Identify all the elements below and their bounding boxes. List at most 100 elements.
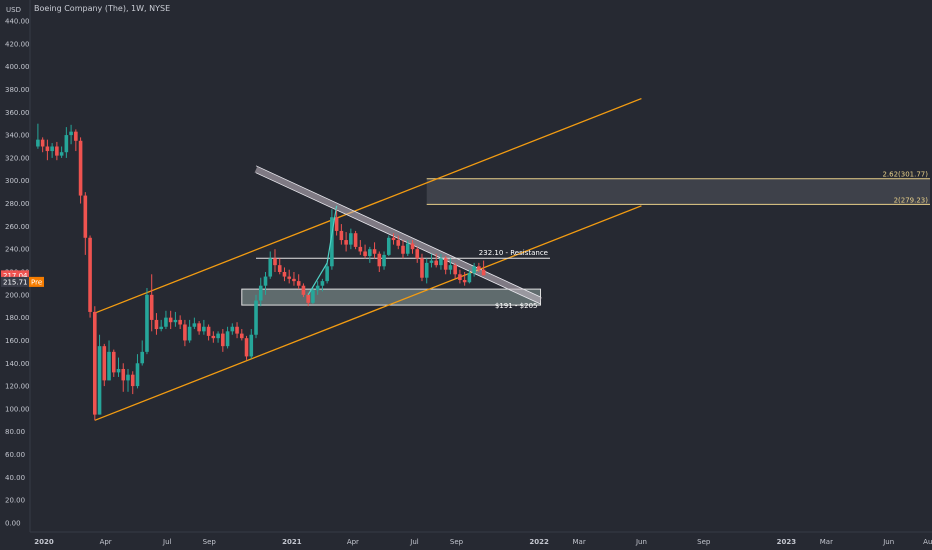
candle-body	[420, 258, 424, 278]
candle-body	[382, 254, 386, 267]
candle-body	[126, 374, 130, 381]
x-tick-label: 2022	[529, 538, 549, 546]
x-tick-label: Jun	[635, 538, 647, 546]
y-tick-label: 440.00	[5, 18, 30, 26]
candle-body	[277, 265, 282, 272]
resistance-label: 232.10 - Resistance	[479, 249, 548, 257]
y-tick-label: 40.00	[5, 474, 25, 482]
candle-body	[448, 265, 453, 270]
candle-body	[334, 217, 339, 231]
candle-body	[69, 131, 73, 136]
y-tick-label: 320.00	[5, 154, 30, 162]
candle-body	[202, 326, 206, 332]
pre-tag-badge	[29, 276, 44, 287]
candle-body	[159, 326, 163, 330]
candle-body	[258, 285, 263, 301]
candle-body	[74, 131, 78, 141]
candle-body	[50, 146, 54, 152]
candle-body	[221, 333, 225, 347]
candle-body	[301, 285, 306, 295]
candle-body	[405, 243, 410, 254]
candle-body	[462, 279, 467, 283]
y-tick-label: 20.00	[5, 497, 25, 505]
y-tick-label: 200.00	[5, 291, 30, 299]
y-tick-label: 380.00	[5, 86, 30, 94]
projection-line	[307, 205, 338, 296]
support-zone-label: $191 - $205	[495, 302, 538, 310]
y-tick-label: 180.00	[5, 314, 30, 322]
x-tick-label: Sep	[697, 538, 711, 546]
candle-body	[168, 317, 173, 323]
candle-body	[443, 258, 448, 270]
wedge-trendline-edge-top	[255, 165, 541, 298]
candle-body	[268, 258, 273, 277]
x-tick-label: 2020	[34, 538, 54, 546]
candle-body	[55, 146, 59, 156]
candle-body	[273, 258, 277, 266]
y-tick-label: 340.00	[5, 132, 30, 140]
candle-body	[325, 266, 329, 282]
candle-body	[97, 346, 102, 415]
candle-body	[339, 230, 344, 241]
candle-body	[211, 335, 216, 339]
x-tick-label: Mar	[820, 538, 833, 546]
x-tick-label: Jul	[409, 538, 419, 546]
candle-body	[477, 266, 481, 270]
y-tick-label: 240.00	[5, 246, 30, 254]
x-tick-label: Sep	[203, 538, 217, 546]
currency-label: USD	[6, 6, 21, 14]
candle-body	[391, 237, 396, 241]
x-tick-label: Apr	[100, 538, 112, 546]
y-tick-label: 260.00	[5, 223, 30, 231]
x-tick-label: Mar	[573, 538, 586, 546]
candle-body	[64, 135, 69, 153]
candle-body	[292, 278, 296, 282]
candle-body	[164, 317, 168, 327]
candle-body	[401, 245, 405, 254]
candle-body	[130, 374, 135, 387]
candle-body	[216, 333, 220, 339]
candle-body	[140, 351, 145, 364]
x-tick-label: Jun	[882, 538, 894, 546]
candle-body	[121, 368, 126, 381]
candle-body	[467, 273, 472, 283]
last-price-badge	[1, 270, 29, 281]
candle-body	[78, 140, 83, 196]
y-tick-label: 300.00	[5, 177, 30, 185]
channel-lower-line	[94, 205, 642, 421]
candle-body	[287, 276, 292, 279]
candle-body	[481, 269, 486, 276]
x-tick-label: Apr	[347, 538, 359, 546]
candle-body	[396, 240, 401, 246]
candle-body	[107, 351, 111, 381]
x-tick-label: Jul	[162, 538, 172, 546]
candle-body	[453, 265, 457, 275]
candle-body	[377, 253, 382, 267]
candle-body	[187, 326, 192, 341]
candle-body	[424, 262, 429, 278]
candle-body	[230, 326, 235, 332]
candle-body	[244, 338, 249, 357]
fib-extension-zone	[426, 178, 930, 205]
candle-body	[254, 300, 258, 335]
candle-body	[83, 195, 88, 238]
candle-body	[206, 326, 211, 336]
candle-body	[102, 346, 107, 381]
candle-body	[88, 237, 92, 312]
candle-body	[197, 323, 201, 332]
candle-body	[429, 260, 434, 263]
candle-body	[239, 333, 244, 339]
fib-label-upper: 2.62(301.77)	[882, 171, 928, 179]
candle-body	[472, 266, 476, 274]
candle-body	[320, 281, 325, 286]
pre-price-label: 215.71	[3, 278, 28, 286]
candle-body	[358, 246, 363, 252]
candle-body	[306, 294, 310, 303]
candle-body	[282, 272, 287, 277]
y-tick-label: 100.00	[5, 405, 30, 413]
pre-tag-label: Pre	[31, 278, 42, 286]
y-tick-label: 60.00	[5, 451, 25, 459]
candle-body	[225, 331, 230, 347]
candle-body	[415, 249, 420, 259]
